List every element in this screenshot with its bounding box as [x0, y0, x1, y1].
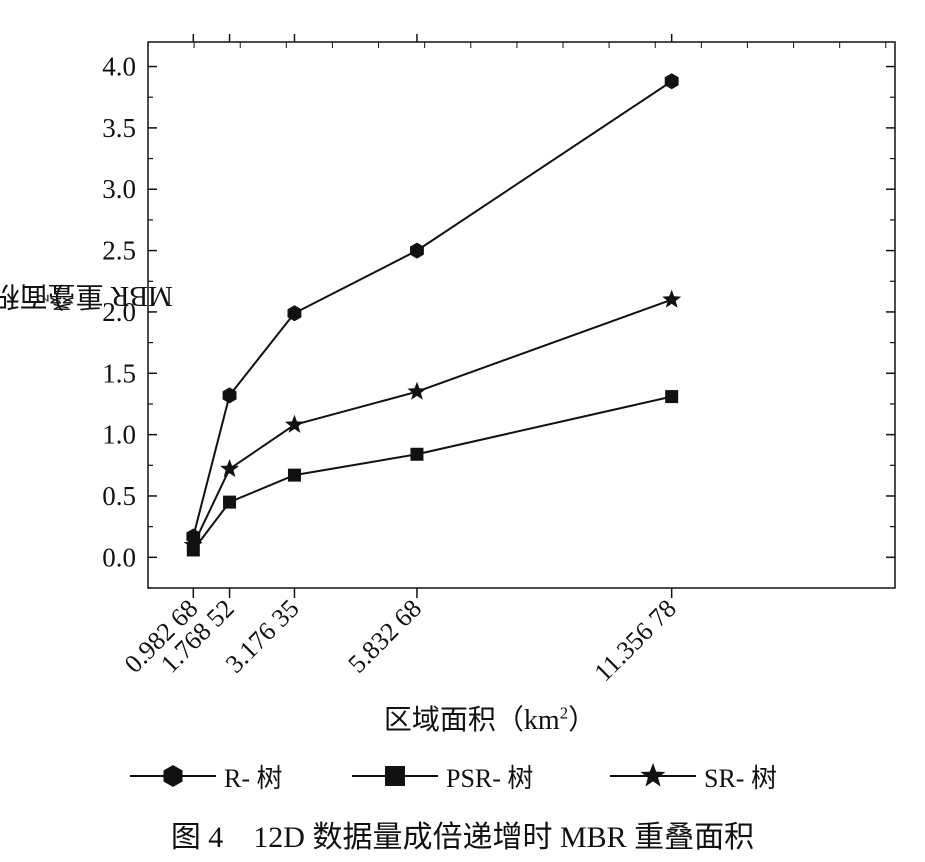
x-tick-label: 11.356 78 — [589, 594, 682, 687]
data-point-star — [220, 459, 240, 478]
y-tick-label: 0.5 — [102, 481, 136, 511]
y-tick-label: 2.5 — [102, 236, 136, 266]
series-line-star — [192, 298, 673, 546]
legend: R- 树 PSR- 树 SR- 树 — [128, 756, 828, 796]
data-point-square — [410, 447, 424, 461]
y-axis-label: MBR 重叠面积（km2） — [0, 280, 173, 312]
y-tick-label: 4.0 — [102, 52, 136, 82]
data-point-hexagon — [287, 305, 302, 322]
data-point-star — [662, 289, 682, 308]
data-point-star — [183, 535, 203, 554]
data-point-hexagon — [222, 387, 237, 404]
y-tick-label: 3.5 — [102, 113, 136, 143]
y-tick-label: 3.0 — [102, 174, 136, 204]
data-point-square — [665, 390, 679, 404]
x-axis-label: 区域面积（km2） — [383, 703, 597, 736]
y-tick-label: 1.0 — [102, 420, 136, 450]
x-tick-label: 5.832 68 — [342, 594, 427, 679]
data-point-square — [287, 468, 301, 482]
series-line-square — [192, 395, 672, 551]
series-layer — [183, 73, 682, 557]
legend-item-psr-tree: PSR- 树 — [350, 756, 533, 796]
x-tick-label: 3.176 35 — [220, 594, 305, 679]
data-point-hexagon — [410, 242, 424, 259]
legend-item-sr-tree: SR- 树 — [608, 756, 777, 796]
y-tick-label: 1.5 — [102, 358, 136, 388]
data-point-star — [285, 414, 304, 433]
data-point-square — [223, 495, 237, 509]
y-tick-label: 2.0 — [102, 297, 136, 327]
legend-label-r-tree: R- 树 — [224, 763, 283, 793]
legend-item-r-tree: R- 树 — [128, 756, 283, 796]
plot-frame — [147, 41, 896, 589]
legend-marker-star — [610, 763, 696, 787]
figure-caption: 图 4 12D 数据量成倍递增时 MBR 重叠面积 — [170, 821, 755, 854]
y-tick-label: 0.0 — [102, 542, 136, 572]
data-point-hexagon — [664, 73, 679, 90]
axis-ticks: 0.00.51.01.52.02.53.03.54.00.982 681.768… — [102, 34, 895, 687]
legend-label-psr-tree: PSR- 树 — [446, 763, 534, 793]
legend-marker-square — [352, 766, 438, 786]
series-line-hexagon — [192, 80, 673, 537]
legend-marker-hexagon — [130, 765, 216, 787]
legend-label-sr-tree: SR- 树 — [704, 763, 777, 793]
data-point-star — [407, 381, 427, 400]
